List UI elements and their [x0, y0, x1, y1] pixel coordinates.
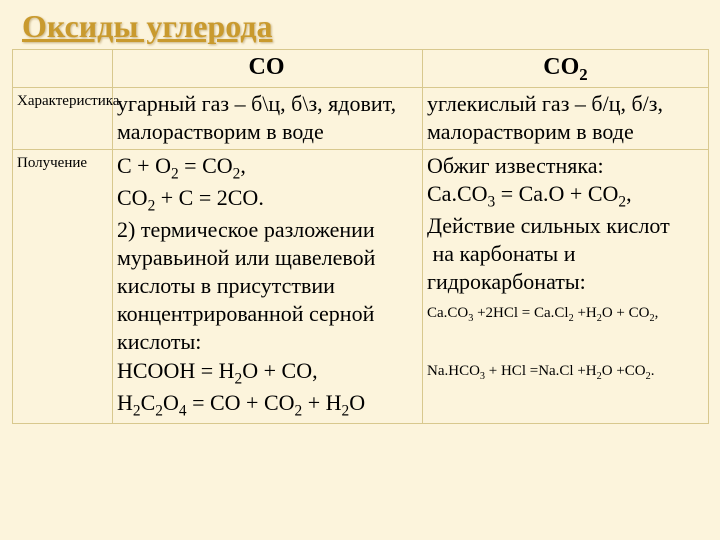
- header-co: CO: [113, 50, 423, 88]
- oxides-table: CO CO2 Характеристика угарный газ – б\ц,…: [12, 49, 709, 424]
- table-row: Характеристика угарный газ – б\ц, б\з, я…: [13, 88, 709, 149]
- cell-co2-preparation: Обжиг известняка: Ca.CO3 = Ca.O + CO2, Д…: [423, 149, 709, 423]
- table-header-row: CO CO2: [13, 50, 709, 88]
- cell-co-characteristic: угарный газ – б\ц, б\з, ядовит, малораст…: [113, 88, 423, 149]
- cell-co2-characteristic: углекислый газ – б/ц, б/з, малорастворим…: [423, 88, 709, 149]
- header-blank: [13, 50, 113, 88]
- row-label-preparation: Получение: [13, 149, 113, 423]
- table-row: Получение C + O2 = CO2, CO2 + C = 2CO. 2…: [13, 149, 709, 423]
- page-title: Оксиды углерода: [0, 0, 720, 49]
- header-co2: CO2: [423, 50, 709, 88]
- cell-co-preparation: C + O2 = CO2, CO2 + C = 2CO. 2) термичес…: [113, 149, 423, 423]
- row-label-characteristic: Характеристика: [13, 88, 113, 149]
